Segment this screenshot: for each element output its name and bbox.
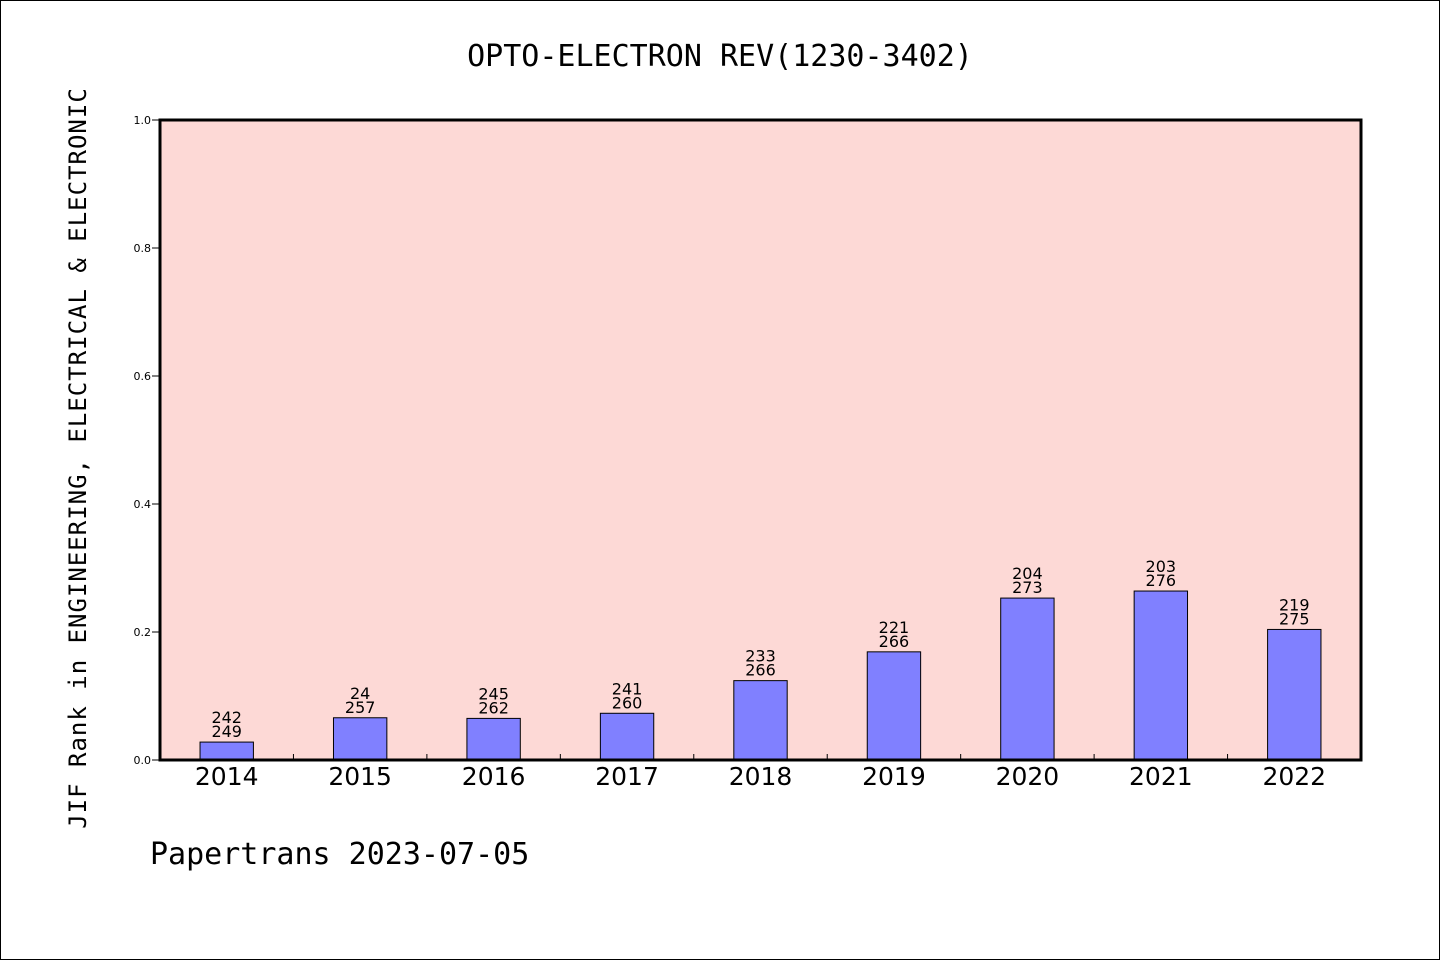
y-tick-label: 0.6 — [134, 370, 152, 383]
data-labels: 2422492425724526224126023326622126620427… — [211, 557, 1309, 741]
x-axis: 2014 2015 2016 2017 2018 2019 2020 2021 2022 — [195, 754, 1326, 791]
x-tick-label: 2022 — [1262, 762, 1326, 791]
data-label-rank: 245 — [478, 684, 509, 703]
x-tick-label: 2016 — [462, 762, 526, 791]
data-label-rank: 203 — [1146, 557, 1177, 576]
data-label-rank: 219 — [1279, 595, 1310, 614]
y-tick-label: 0.2 — [134, 626, 152, 639]
data-label-rank: 233 — [745, 647, 776, 666]
data-label-total: 275 — [1279, 609, 1310, 628]
data-label-total: 257 — [345, 698, 376, 717]
x-tick-label: 2021 — [1129, 762, 1193, 791]
bar — [1000, 597, 1055, 761]
y-tick-label: 0.8 — [134, 242, 152, 255]
x-tick-label: 2014 — [195, 762, 259, 791]
chart-title: OPTO-ELECTRON REV(1230-3402) — [467, 39, 973, 74]
data-label-rank: 204 — [1012, 564, 1043, 583]
bar-series — [199, 590, 1322, 761]
x-tick-label: 2018 — [729, 762, 793, 791]
bar — [1267, 628, 1322, 761]
bar — [599, 712, 655, 761]
bar — [866, 651, 922, 761]
y-tick-label: 0.0 — [134, 754, 152, 767]
x-tick-label: 2019 — [862, 762, 926, 791]
data-label-rank: 242 — [211, 708, 242, 727]
bar — [332, 717, 388, 761]
data-label-total: 273 — [1012, 578, 1043, 597]
bar — [733, 680, 788, 761]
y-axis-label: JIF Rank in ENGINEERING, ELECTRICAL & EL… — [64, 87, 92, 829]
y-tick-label: 0.4 — [134, 498, 152, 511]
y-tick-label: 1.0 — [134, 114, 152, 127]
x-tick-label: 2015 — [328, 762, 392, 791]
data-label-total: 266 — [745, 661, 776, 680]
bar — [199, 741, 254, 761]
data-label-total: 249 — [211, 722, 242, 741]
x-tick-label: 2020 — [996, 762, 1060, 791]
footer-watermark: Papertrans 2023-07-05 — [150, 837, 529, 872]
bar — [1133, 590, 1189, 761]
data-label-rank: 241 — [612, 679, 643, 698]
data-label-total: 276 — [1146, 571, 1177, 590]
x-tick-label: 2017 — [595, 762, 659, 791]
data-label-total: 260 — [612, 693, 643, 712]
y-axis: 0.0 0.2 0.4 0.6 0.8 1.0 — [134, 114, 160, 767]
plot-frame — [158, 118, 1363, 762]
data-label-total: 262 — [478, 698, 509, 717]
data-label-total: 266 — [879, 632, 910, 651]
data-label-rank: 221 — [879, 618, 910, 637]
bar — [466, 717, 521, 761]
data-label-rank: 24 — [350, 684, 370, 703]
